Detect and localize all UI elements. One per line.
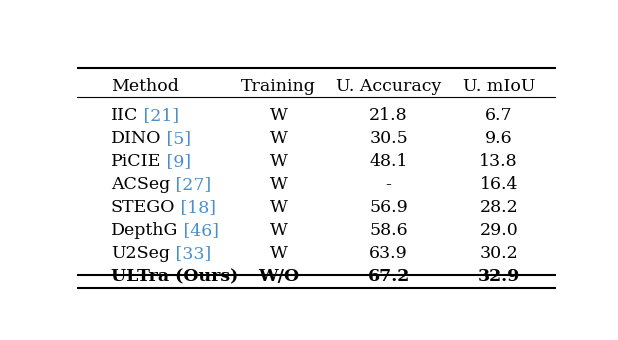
Text: W: W (269, 153, 287, 170)
Text: 56.9: 56.9 (369, 199, 408, 216)
Text: W: W (269, 130, 287, 147)
Text: [33]: [33] (170, 245, 211, 262)
Text: 30.2: 30.2 (480, 245, 518, 262)
Text: W: W (269, 222, 287, 239)
Text: W: W (269, 245, 287, 262)
Text: -: - (386, 176, 392, 193)
Text: [5]: [5] (161, 130, 192, 147)
Text: 67.2: 67.2 (368, 268, 410, 285)
Text: 28.2: 28.2 (480, 199, 518, 216)
Text: [46]: [46] (178, 222, 219, 239)
Text: [18]: [18] (176, 199, 216, 216)
Text: U. Accuracy: U. Accuracy (336, 78, 441, 95)
Text: U2Seg: U2Seg (111, 245, 170, 262)
Text: 16.4: 16.4 (480, 176, 518, 193)
Text: U. mIoU: U. mIoU (462, 78, 535, 95)
Text: W: W (269, 199, 287, 216)
Text: 30.5: 30.5 (369, 130, 408, 147)
Text: W: W (269, 107, 287, 124)
Text: [9]: [9] (161, 153, 192, 170)
Text: IIC: IIC (111, 107, 138, 124)
Text: PiCIE: PiCIE (111, 153, 161, 170)
Text: W: W (269, 176, 287, 193)
Text: 63.9: 63.9 (369, 245, 408, 262)
Text: [21]: [21] (138, 107, 179, 124)
Text: 21.8: 21.8 (370, 107, 408, 124)
Text: [27]: [27] (170, 176, 211, 193)
Text: ACSeg: ACSeg (111, 176, 170, 193)
Text: 32.9: 32.9 (478, 268, 520, 285)
Text: ULTra (Ours): ULTra (Ours) (111, 268, 238, 285)
Text: Training: Training (241, 78, 316, 95)
Text: Method: Method (111, 78, 179, 95)
Text: W/O: W/O (258, 268, 299, 285)
Text: DepthG: DepthG (111, 222, 178, 239)
Text: 9.6: 9.6 (485, 130, 512, 147)
Text: 13.8: 13.8 (480, 153, 518, 170)
Text: 6.7: 6.7 (485, 107, 512, 124)
Text: 58.6: 58.6 (370, 222, 408, 239)
Text: STEGO: STEGO (111, 199, 176, 216)
Text: DINO: DINO (111, 130, 161, 147)
Text: 29.0: 29.0 (480, 222, 518, 239)
Text: 48.1: 48.1 (370, 153, 408, 170)
